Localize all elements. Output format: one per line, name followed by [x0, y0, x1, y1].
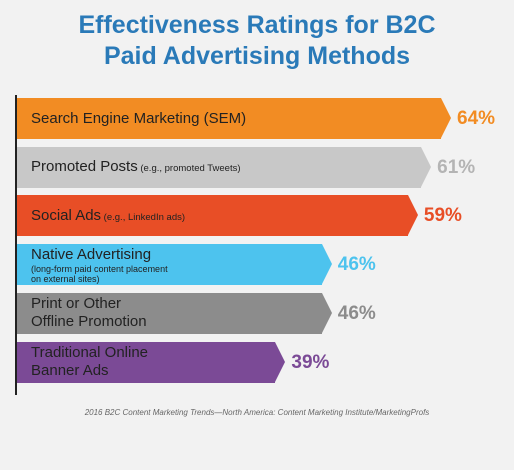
bar-arrow-tip [421, 146, 432, 187]
bar-label-subtext: (long-form paid content placement [31, 263, 168, 274]
chart-title-line-2: Paid Advertising Methods [103, 42, 411, 70]
bar-label: Print or Other Offline Promotion [17, 295, 147, 331]
bar-label: Native Advertising (long-form paid conten… [17, 246, 168, 284]
bar-arrow-tip [275, 341, 286, 382]
bar-value-label: 39% [291, 351, 330, 373]
bar-label-text: Offline Promotion [31, 313, 147, 331]
bar-arrow-tip [407, 195, 418, 236]
bar-value-label: 61% [437, 156, 476, 178]
bar-value-label: 46% [337, 254, 376, 276]
bar-arrow-tip [321, 244, 332, 285]
bar-label-text: Banner Ads [31, 362, 109, 379]
bar-label-text: Print or Other [31, 295, 122, 313]
bar-label: Traditional Online Banner Ads [17, 344, 148, 380]
bar: Traditional Online Banner Ads [17, 341, 286, 383]
bar-label-text: Native Advertising [31, 245, 152, 263]
bar-label-text: Search Engine Marketing (SEM) [31, 109, 247, 127]
bar-value-label: 64% [457, 108, 496, 129]
bar: Social Ads (e.g., LinkedIn ads) [17, 195, 418, 237]
bar-label: Social Ads (e.g., LinkedIn ads) [17, 207, 185, 225]
bar: Search Engine Marketing (SEM) [17, 98, 451, 139]
bar: Promoted Posts (e.g., promoted Tweets) [17, 146, 432, 188]
bar-label-subtext: on external sites) [31, 273, 100, 284]
bar-label-note: (e.g., LinkedIn ads) [101, 211, 186, 223]
bar-arrow-tip [321, 292, 332, 333]
bar-label-text: Social Ads [31, 206, 102, 224]
chart-title-line-1: Effectiveness Ratings for B2C [78, 11, 436, 39]
bar-label: Promoted Posts (e.g., promoted Tweets) [17, 158, 241, 176]
bar: Native Advertising (long-form paid conten… [17, 244, 332, 286]
axis-line [15, 95, 17, 395]
source-note: 2016 B2C Content Marketing Trends—North … [84, 408, 430, 417]
chart-title: Effectiveness Ratings for B2C Paid Adver… [0, 10, 514, 72]
bar-label-text: Promoted Posts [31, 158, 138, 176]
bar-value-label: 46% [337, 302, 376, 324]
bar-label-note: (e.g., promoted Tweets) [137, 163, 241, 175]
bar-arrow-tip [441, 98, 451, 138]
bar-label: Search Engine Marketing (SEM) [17, 110, 246, 128]
bar-label-text: Traditional Online [31, 344, 149, 361]
bar: Print or Other Offline Promotion [17, 292, 332, 334]
bar-value-label: 59% [423, 205, 462, 227]
